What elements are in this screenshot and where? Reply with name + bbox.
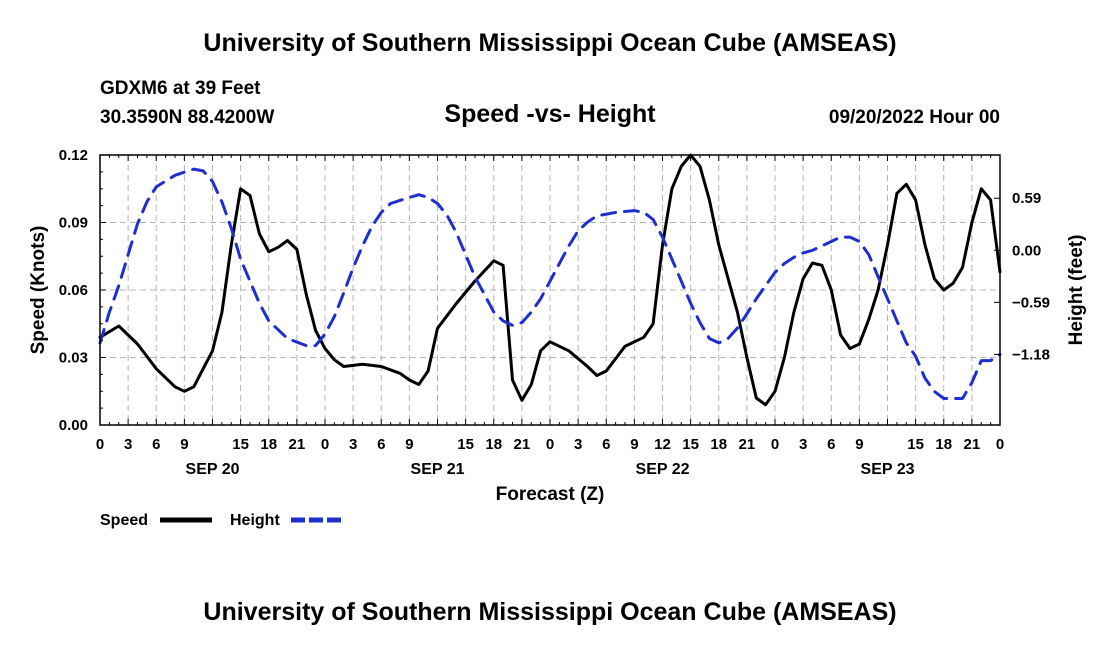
x-tick-label: 15	[232, 436, 249, 453]
x-tick-label: 0	[546, 436, 554, 453]
x-tick-label: 21	[964, 436, 981, 453]
x-tick-label: 21	[289, 436, 306, 453]
footer-title: University of Southern Mississippi Ocean…	[203, 598, 897, 626]
x-tick-label: 6	[602, 436, 610, 453]
x-tick-label: 3	[799, 436, 807, 453]
y-tick-label: 0.00	[59, 417, 88, 434]
day-label: SEP 23	[861, 461, 915, 478]
x-tick-label: 6	[152, 436, 160, 453]
legend-label-speed: Speed	[100, 512, 148, 529]
x-tick-label: 3	[574, 436, 582, 453]
station-label: GDXM6 at 39 Feet	[100, 78, 261, 99]
x-tick-label: 6	[827, 436, 835, 453]
y-tick-label: 0.09	[59, 215, 88, 232]
x-tick-label: 21	[739, 436, 756, 453]
x-tick-label: 21	[514, 436, 531, 453]
y-tick-label: 0.06	[59, 282, 88, 299]
day-label: SEP 22	[636, 461, 690, 478]
x-tick-label: 15	[682, 436, 699, 453]
x-axis-label: Forecast (Z)	[496, 484, 605, 505]
series-line-height	[98, 167, 1002, 400]
x-tick-label: 18	[260, 436, 277, 453]
x-tick-label: 18	[485, 436, 502, 453]
y-tick-label: 0.03	[59, 350, 88, 367]
x-tick-label: 9	[180, 436, 188, 453]
legend-label-height: Height	[230, 512, 280, 529]
y2-tick-label: −1.18	[1012, 346, 1050, 363]
x-tick-label: 6	[377, 436, 385, 453]
x-tick-label: 9	[405, 436, 413, 453]
day-label: SEP 20	[186, 461, 240, 478]
location-label: 30.3590N 88.4200W	[100, 107, 275, 128]
y2-tick-label: −0.59	[1012, 294, 1050, 311]
y-tick-label: 0.12	[59, 147, 88, 164]
page-title: University of Southern Mississippi Ocean…	[203, 29, 897, 57]
x-tick-label: 0	[771, 436, 779, 453]
chart-title: Speed -vs- Height	[444, 100, 656, 128]
x-tick-label: 9	[855, 436, 863, 453]
x-tick-label: 18	[710, 436, 727, 453]
x-tick-label: 3	[349, 436, 357, 453]
y2-tick-label: 0.00	[1012, 242, 1041, 259]
x-tick-label: 15	[907, 436, 924, 453]
x-tick-label: 15	[457, 436, 474, 453]
x-tick-label: 0	[996, 436, 1004, 453]
series-line-speed	[98, 153, 1002, 407]
x-tick-label: 12	[654, 436, 671, 453]
x-tick-label: 9	[630, 436, 638, 453]
x-tick-label: 18	[935, 436, 952, 453]
date-label: 09/20/2022 Hour 00	[828, 107, 1000, 128]
y2-axis-label: Height (feet)	[1066, 235, 1087, 346]
y2-tick-label: 0.59	[1012, 190, 1041, 207]
x-tick-label: 0	[321, 436, 329, 453]
x-tick-label: 3	[124, 436, 132, 453]
x-tick-label: 0	[96, 436, 104, 453]
day-label: SEP 21	[411, 461, 465, 478]
y-axis-label: Speed (Knots)	[28, 226, 49, 355]
